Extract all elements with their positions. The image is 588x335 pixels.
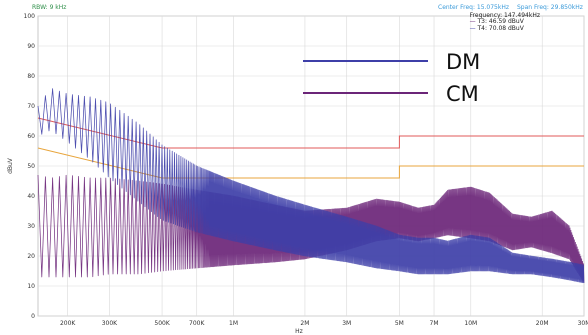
- legend: DM CM: [303, 50, 480, 106]
- y-tick-label: 20: [27, 253, 35, 260]
- x-tick-label: 10M: [464, 320, 477, 327]
- series-traces: [37, 88, 585, 284]
- y-axis-label: dBuV: [7, 157, 14, 174]
- legend-label-dm: DM: [446, 50, 480, 74]
- marker-readout: Frequency: 147.494kHz — T3: 46.59 dBuV —…: [469, 12, 540, 32]
- x-tick-label: 3M: [342, 320, 351, 327]
- x-axis-label: Hz: [295, 328, 303, 335]
- y-tick-label: 30: [27, 223, 35, 230]
- x-tick-label: 20M: [536, 320, 549, 327]
- marker-t3: — T3: 46.59 dBuV: [469, 18, 524, 26]
- x-tick-label: 200K: [60, 320, 76, 327]
- axes: 0 10 20 30 40 50 60 70 80 90 100 200K 300K 500K 700K 1M…: [7, 13, 588, 335]
- y-tick-label: 70: [27, 103, 35, 110]
- y-tick-label: 60: [27, 133, 35, 140]
- span-freq-readout: Span Freq: 29.850kHz: [517, 4, 583, 11]
- series-dm-trace: [37, 88, 585, 284]
- x-tick-label: 1M: [229, 320, 238, 327]
- y-tick-label: 40: [27, 193, 35, 200]
- y-tick-label: 10: [27, 283, 35, 290]
- center-freq-readout: Center Freq: 15.075kHz: [438, 4, 510, 11]
- x-tick-label: 7M: [430, 320, 439, 327]
- y-tick-label: 80: [27, 73, 35, 80]
- y-tick-label: 0: [31, 313, 35, 320]
- x-tick-label: 2M: [300, 320, 309, 327]
- x-tick-label: 500K: [154, 320, 170, 327]
- y-tick-label: 50: [27, 163, 35, 170]
- x-tick-label: 300K: [102, 320, 118, 327]
- series-cm-trace: [37, 174, 585, 283]
- x-tick-label: 700K: [189, 320, 205, 327]
- legend-label-cm: CM: [446, 82, 479, 106]
- marker-t4: — T4: 70.08 dBuV: [469, 24, 524, 32]
- marker-frequency: Frequency: 147.494kHz: [469, 12, 540, 19]
- x-tick-label: 5M: [395, 320, 404, 327]
- rbw-readout: RBW: 9 kHz: [32, 4, 67, 11]
- limit-line-average: [37, 147, 584, 179]
- x-tick-label: 30M: [578, 320, 588, 327]
- y-tick-label: 100: [24, 13, 36, 20]
- y-tick-label: 90: [27, 43, 35, 50]
